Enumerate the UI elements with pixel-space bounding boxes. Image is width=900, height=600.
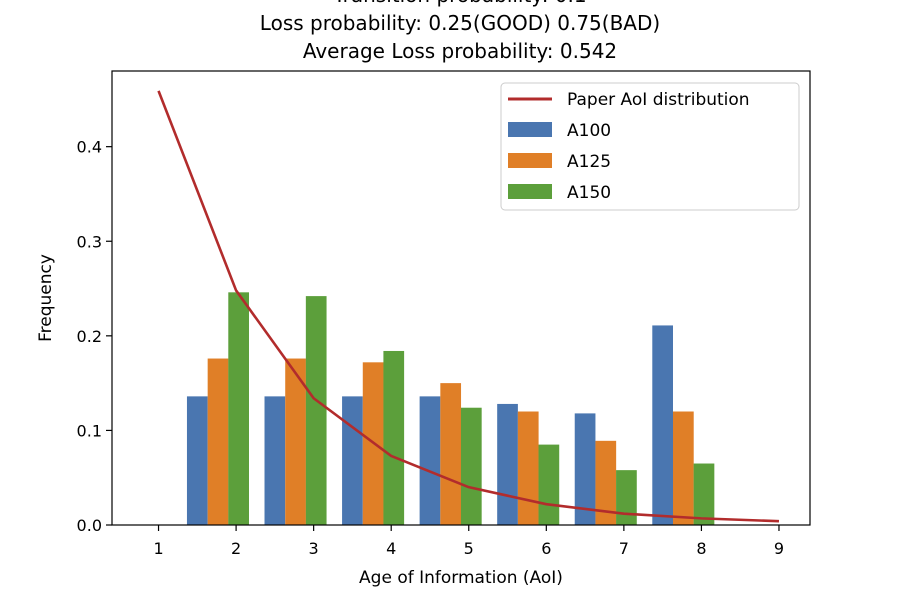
y-tick-label: 0.3 [77, 232, 102, 251]
bar-a150-4 [461, 408, 482, 525]
x-axis-label: Age of Information (AoI) [359, 568, 563, 588]
title-line-1: Transition probability: 0.1 [332, 0, 586, 7]
x-tick-label: 4 [386, 539, 396, 558]
bar-a100-4 [420, 396, 441, 525]
y-tick-label: 0.4 [77, 138, 102, 157]
title-line-3: Average Loss probability: 0.542 [303, 39, 617, 63]
x-tick-label: 8 [696, 539, 706, 558]
legend-swatch-a100 [508, 122, 552, 137]
y-axis: 0.0 0.1 0.2 0.3 0.4 [77, 138, 112, 535]
bar-a150-6 [616, 470, 637, 525]
y-tick-label: 0.1 [77, 421, 102, 440]
x-tick-label: 5 [464, 539, 474, 558]
y-tick-label: 0.0 [77, 516, 102, 535]
bar-a125-5 [518, 412, 539, 526]
y-axis-label: Frequency [36, 254, 56, 342]
y-tick-label: 0.2 [77, 327, 102, 346]
bar-a125-4 [440, 383, 461, 525]
legend-swatch-a150 [508, 184, 552, 199]
x-axis: 1 2 3 4 5 6 7 8 9 [153, 525, 784, 558]
bar-a100-1 [187, 396, 208, 525]
title-line-2: Loss probability: 0.25(GOOD) 0.75(BAD) [260, 11, 660, 35]
legend-label-line: Paper AoI distribution [567, 90, 750, 110]
legend-label-a150: A150 [567, 183, 611, 203]
chart-title: Transition probability: 0.1 Loss probabi… [260, 0, 660, 63]
bar-a150-7 [694, 464, 715, 525]
bar-a100-2 [265, 396, 286, 525]
bar-a150-2 [306, 296, 327, 525]
x-tick-label: 6 [541, 539, 551, 558]
x-tick-label: 7 [619, 539, 629, 558]
legend-label-a100: A100 [567, 121, 611, 141]
bar-a150-5 [539, 445, 560, 525]
legend-label-a125: A125 [567, 152, 611, 172]
x-tick-label: 9 [774, 539, 784, 558]
bar-a100-3 [342, 396, 363, 525]
bar-a125-7 [673, 412, 694, 526]
bar-a125-1 [208, 359, 229, 525]
legend-swatch-a125 [508, 153, 552, 168]
x-tick-label: 1 [153, 539, 163, 558]
x-tick-label: 3 [309, 539, 319, 558]
bar-a150-3 [383, 351, 404, 525]
legend: Paper AoI distribution A100 A125 A150 [501, 83, 799, 210]
bar-a150-1 [228, 292, 249, 525]
bar-group [187, 292, 714, 525]
bar-a100-7 [652, 325, 673, 525]
x-tick-label: 2 [231, 539, 241, 558]
bar-a100-5 [497, 404, 518, 525]
